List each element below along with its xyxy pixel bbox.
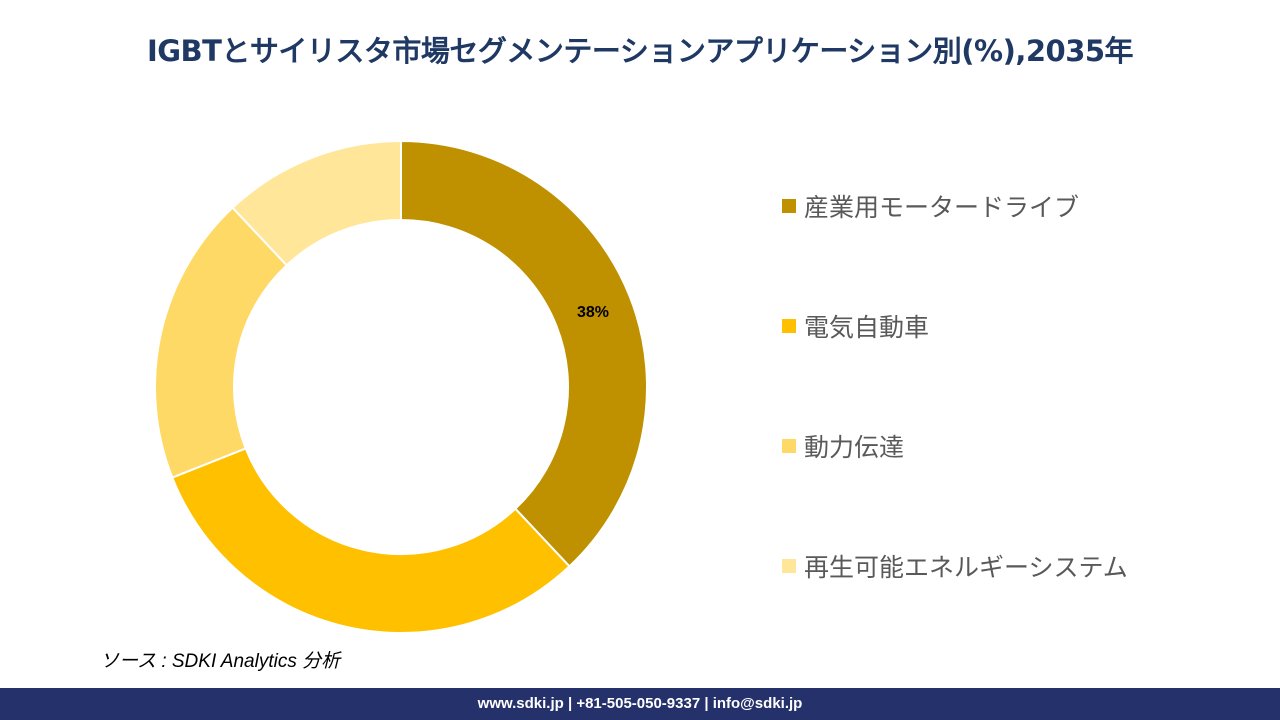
- legend-label: 電気自動車: [804, 313, 930, 342]
- legend-swatch: [782, 319, 796, 333]
- donut-slice-2: [170, 447, 571, 634]
- legend-swatch: [782, 439, 796, 453]
- footer-contact: www.sdki.jp | +81-505-050-9337 | info@sd…: [0, 688, 1280, 720]
- donut-slice-1: [400, 139, 648, 568]
- chart-title: IGBTとサイリスタ市場セグメンテーションアプリケーション別(%),2035年: [146, 34, 1134, 68]
- legend-item: 再生可能エネルギーシステム: [782, 548, 1128, 584]
- legend-item: 産業用モータードライブ: [782, 188, 1079, 224]
- legend-item: 動力伝達: [782, 428, 904, 464]
- legend-item: 電気自動車: [782, 308, 929, 344]
- source-note: ソース : SDKI Analytics 分析: [100, 651, 341, 672]
- legend-swatch: [782, 559, 796, 573]
- legend-label: 動力伝達: [804, 433, 905, 462]
- donut-slice-3: [154, 206, 289, 479]
- legend-label: 産業用モータードライブ: [804, 193, 1080, 222]
- legend-swatch: [782, 199, 796, 213]
- donut-slice-4: [231, 139, 402, 267]
- data-label: 38%: [577, 304, 609, 321]
- legend-label: 再生可能エネルギーシステム: [804, 553, 1128, 582]
